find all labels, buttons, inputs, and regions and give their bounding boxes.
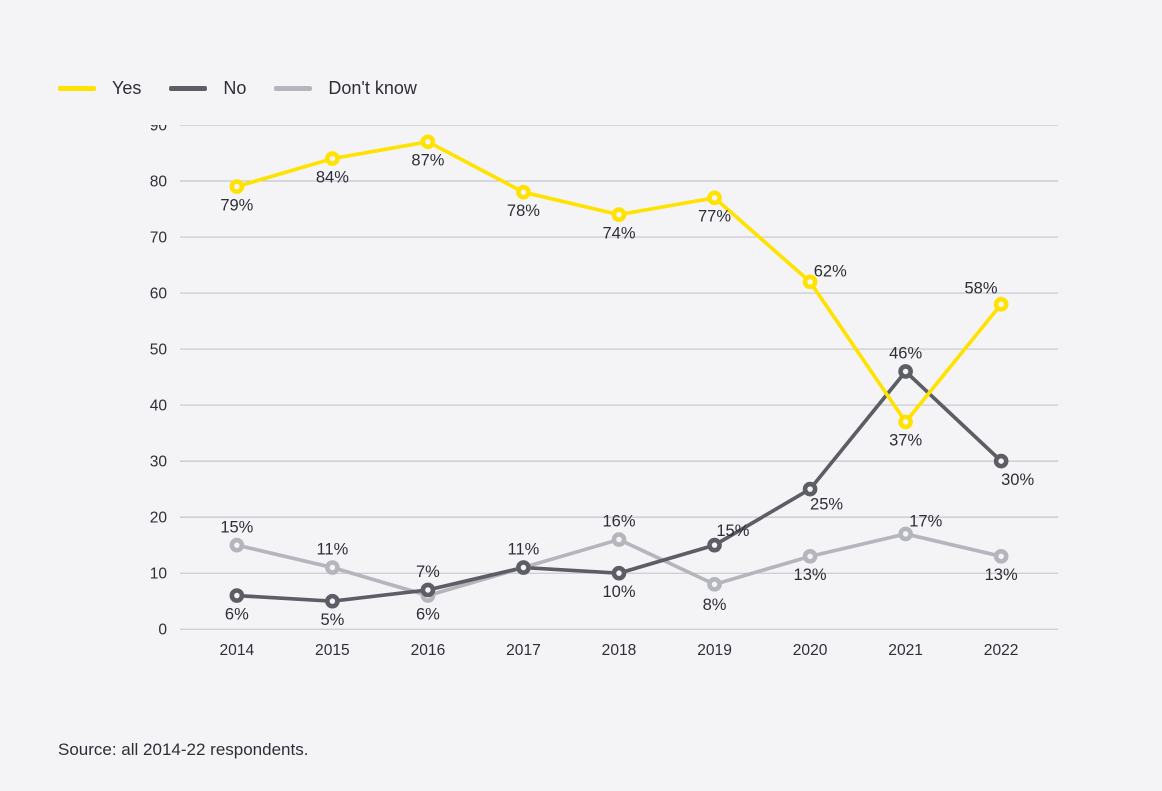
data-point-inner [903,419,909,425]
data-point-inner [616,537,622,543]
legend-label: Yes [112,78,141,99]
data-label: 62% [814,262,847,280]
data-label: 78% [507,202,540,220]
x-tick-label: 2016 [411,642,446,659]
data-point-inner [330,156,336,162]
x-tick-label: 2019 [697,642,732,659]
data-label: 37% [889,432,922,450]
y-tick-label: 90 [150,125,168,135]
data-label: 17% [909,513,942,531]
data-label: 58% [964,279,997,297]
legend-label: No [223,78,246,99]
legend-swatch [169,86,207,91]
data-label: 6% [416,605,440,623]
data-point-inner [521,565,527,571]
data-label: 25% [810,495,843,513]
data-label: 15% [220,518,253,536]
y-tick-label: 0 [158,622,167,639]
data-label: 16% [602,513,635,531]
data-point-inner [425,139,431,145]
y-tick-label: 10 [150,566,168,583]
data-point-inner [521,189,527,195]
data-point-inner [616,212,622,218]
y-tick-label: 30 [150,454,168,471]
data-label: 13% [794,566,827,584]
data-point-inner [234,593,240,599]
data-point-inner [330,598,336,604]
x-tick-label: 2020 [793,642,828,659]
data-point-inner [425,587,431,593]
x-tick-label: 2015 [315,642,350,659]
legend-item: Don't know [274,78,416,99]
data-label: 79% [220,196,253,214]
data-point-inner [712,195,718,201]
data-label: 5% [320,611,344,629]
data-point-inner [903,531,909,537]
series-line [237,142,1001,422]
data-point-inner [903,369,909,375]
y-tick-label: 20 [150,510,168,527]
data-point-inner [807,279,813,285]
plot-area: 0 10 20 30 40 50 60 70 80 90 2014 2015 2016 2017 2018… [140,125,1098,675]
x-tick-label: 2022 [984,642,1019,659]
data-label: 15% [716,522,749,540]
data-point-inner [234,542,240,548]
data-labels: 79% 84% 87% 78% 74% 77% 62% 37% 58% 6% 5% 7% 11% 10% 1… [220,152,1034,629]
legend: Yes No Don't know [58,78,417,99]
x-axis: 2014 2015 2016 2017 2018 2019 2020 2021 2022 [220,642,1019,659]
legend-item: Yes [58,78,141,99]
data-point-inner [807,486,813,492]
data-label: 46% [889,345,922,363]
data-label: 74% [602,224,635,242]
data-label: 7% [416,563,440,581]
y-tick-label: 70 [150,230,168,247]
x-tick-label: 2017 [506,642,541,659]
data-label: 11% [508,541,540,559]
data-label: 8% [703,596,727,614]
y-tick-label: 50 [150,342,168,359]
data-label: 10% [602,583,635,601]
data-point-inner [330,565,336,571]
data-point-inner [712,582,718,588]
data-label: 11% [316,541,348,559]
data-label: 13% [985,566,1018,584]
data-point-inner [712,542,718,548]
y-axis: 0 10 20 30 40 50 60 70 80 90 [150,125,168,639]
data-point-inner [998,302,1004,308]
y-tick-label: 80 [150,174,168,191]
data-point-inner [998,458,1004,464]
legend-swatch [58,86,96,91]
gridlines [180,125,1058,629]
chart-container: Yes No Don't know 0 10 20 30 40 50 60 70 80 90 2014… [0,0,1162,791]
data-label: 87% [411,152,444,170]
y-tick-label: 40 [150,398,168,415]
data-label: 6% [225,605,249,623]
x-tick-label: 2014 [220,642,255,659]
source-text: Source: all 2014-22 respondents. [58,740,308,760]
data-point-inner [234,184,240,190]
data-point-inner [807,554,813,560]
x-tick-label: 2018 [602,642,637,659]
data-label: 30% [1001,471,1034,489]
legend-swatch [274,86,312,91]
legend-item: No [169,78,246,99]
legend-label: Don't know [328,78,416,99]
data-label: 84% [316,168,349,186]
data-point-inner [998,554,1004,560]
data-point-inner [616,570,622,576]
x-tick-label: 2021 [888,642,923,659]
series-group [231,136,1006,606]
y-tick-label: 60 [150,286,168,303]
data-label: 77% [698,208,731,226]
